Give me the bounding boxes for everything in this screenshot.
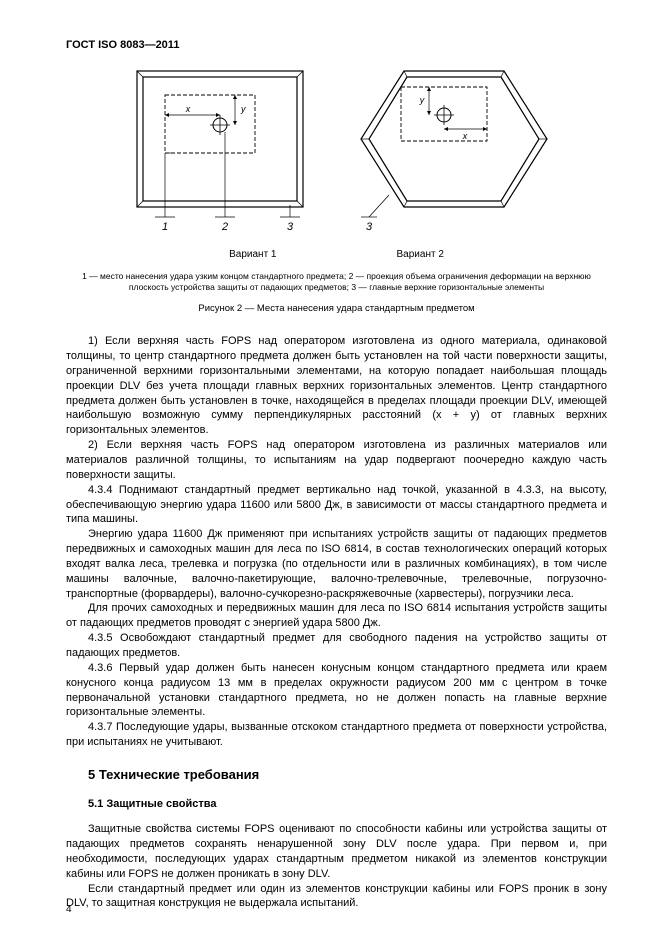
para-6: 4.3.5 Освобождают стандартный предмет дл… xyxy=(66,631,607,661)
dim-y: y xyxy=(240,104,246,114)
dim-x: x xyxy=(184,104,190,114)
para-3: 4.3.4 Поднимают стандартный предмет верт… xyxy=(66,483,607,528)
section-5-title: 5 Технические требования xyxy=(88,766,607,784)
figure-variant-1: x y 1 2 3 xyxy=(115,65,325,240)
callout-3-left: 3 xyxy=(286,221,293,233)
para-2: 2) Если верхняя часть FOPS над операторо… xyxy=(66,438,607,483)
variant-2-label: Вариант 2 xyxy=(397,248,444,262)
para-7: 4.3.6 Первый удар должен быть нанесен ко… xyxy=(66,661,607,720)
variant-1-label: Вариант 1 xyxy=(229,248,276,262)
page-header: ГОСТ ISO 8083—2011 xyxy=(66,38,607,53)
para-8: 4.3.7 Последующие удары, вызванные отско… xyxy=(66,720,607,750)
figure-variant-2: y x 3 xyxy=(349,65,559,240)
figures-row: x y 1 2 3 xyxy=(66,65,607,240)
para-1: 1) Если верхняя часть FOPS над операторо… xyxy=(66,334,607,438)
para-5: Для прочих самоходных и передвижных маши… xyxy=(66,601,607,631)
figure-title: Рисунок 2 — Места нанесения удара станда… xyxy=(66,303,607,316)
para-9: Защитные свойства системы FOPS оценивают… xyxy=(66,822,607,881)
callout-1: 1 xyxy=(161,221,167,233)
figure-legend: 1 — место нанесения удара узким концом с… xyxy=(66,271,607,293)
para-10: Если стандартный предмет или один из эле… xyxy=(66,882,607,912)
variant-labels: Вариант 1 Вариант 2 xyxy=(66,248,607,262)
callout-2: 2 xyxy=(220,221,227,233)
dim-x-2: x xyxy=(461,131,467,141)
para-4: Энергию удара 11600 Дж применяют при исп… xyxy=(66,527,607,601)
section-5-1-title: 5.1 Защитные свойства xyxy=(88,797,607,812)
page-number: 4 xyxy=(66,903,72,917)
dim-y-2: y xyxy=(418,95,424,105)
callout-3-right: 3 xyxy=(365,221,372,233)
